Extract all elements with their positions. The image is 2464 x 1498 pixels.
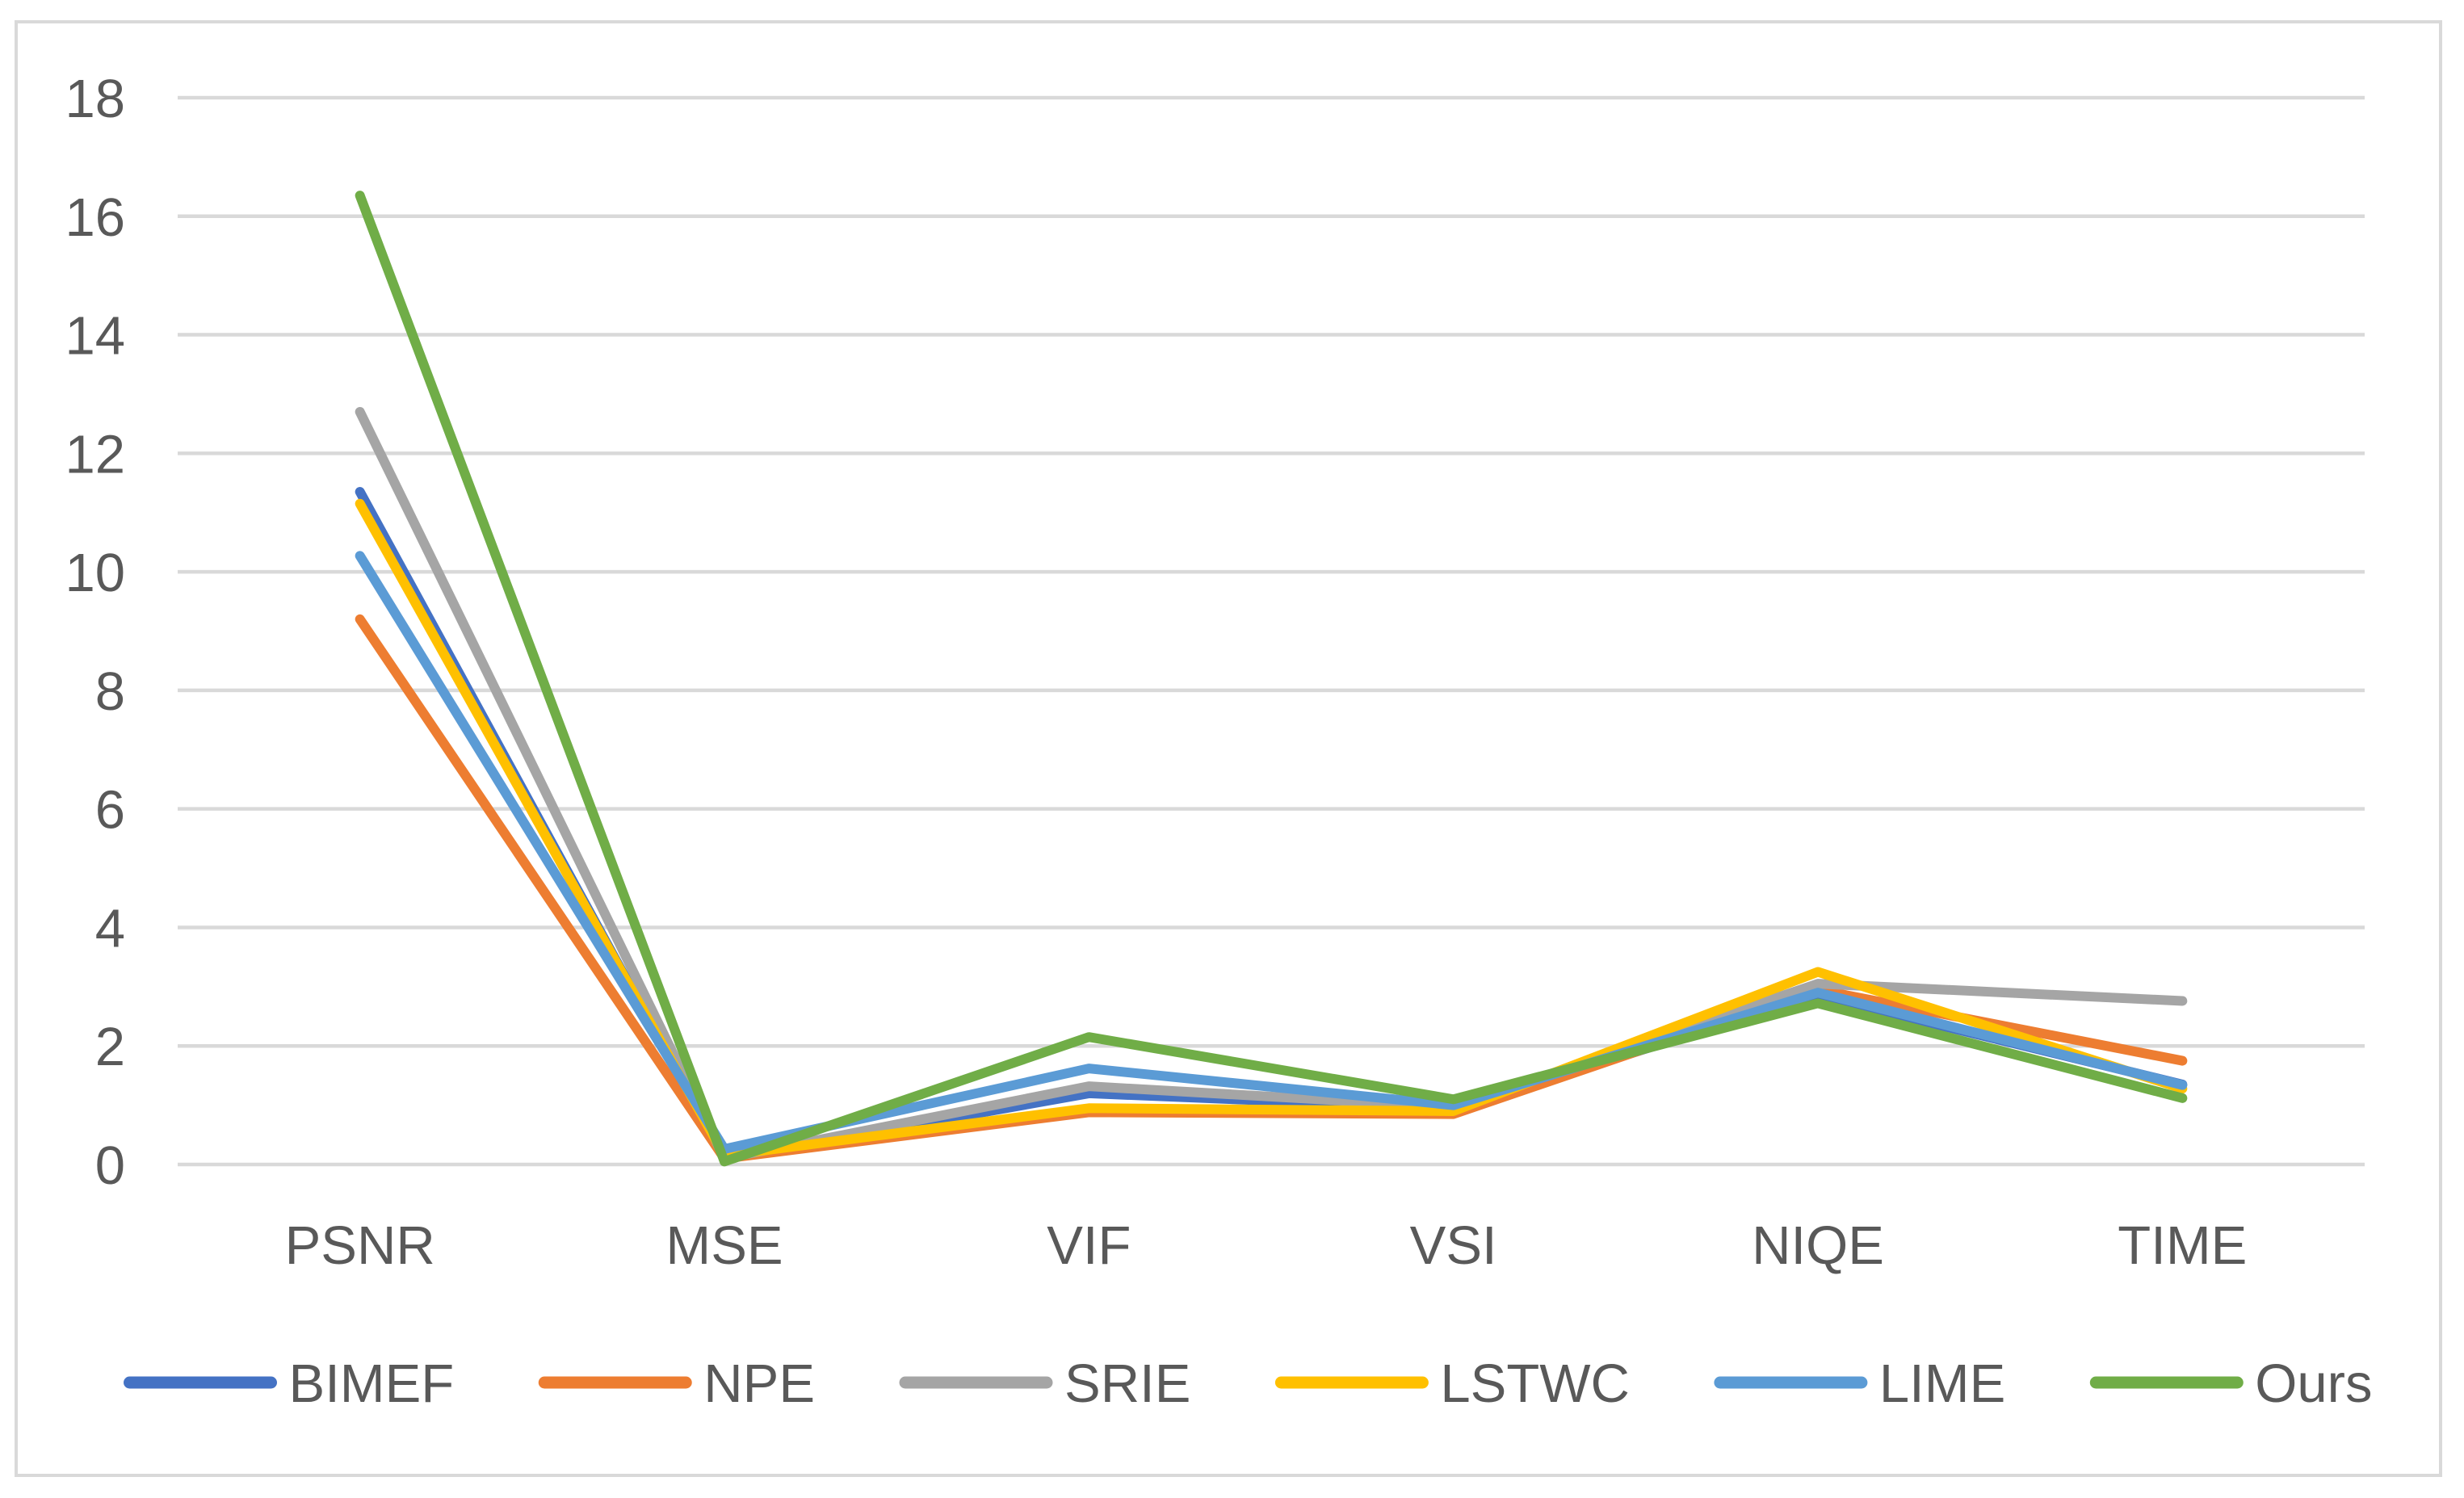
y-tick-label: 2 [95,1017,125,1077]
y-tick-label: 16 [65,187,125,248]
chart-border [15,20,2442,1477]
y-tick-label: 4 [95,898,125,959]
series-lines [355,191,2188,1167]
x-category-label: MSE [665,1215,783,1276]
series-line-lime [355,551,2188,1154]
legend-label-bimef: BIMEF [289,1353,455,1414]
series-line-ours [355,191,2188,1167]
series-line-npe [355,614,2188,1164]
y-tick-label: 18 [65,69,125,129]
y-tick-label: 10 [65,543,125,603]
legend-label-srie: SRIE [1064,1353,1190,1414]
legend-label-ours: Ours [2255,1353,2372,1414]
gridlines [178,95,2365,1167]
y-tick-label: 14 [65,306,125,367]
x-category-label: NIQE [1752,1215,1884,1276]
legend-item-lstwc: LSTWC [1274,1353,1630,1414]
series-line-lstwc [355,498,2188,1160]
y-tick-label: 6 [95,780,125,841]
legend-label-lime: LIME [1879,1353,2005,1414]
x-category-label: VIF [1047,1215,1131,1276]
x-category-label: TIME [2118,1215,2247,1276]
legend-item-srie: SRIE [899,1353,1190,1414]
y-tick-label: 8 [95,661,125,722]
legend-label-lstwc: LSTWC [1440,1353,1630,1414]
legend-item-bimef: BIMEF [124,1353,455,1414]
legend-label-npe: NPE [703,1353,815,1414]
x-category-label: PSNR [285,1215,435,1276]
legend-item-npe: NPE [538,1353,815,1414]
y-axis-labels: 0 2 4 6 8 10 12 14 16 18 [65,69,125,1196]
y-tick-label: 0 [95,1135,125,1196]
x-category-label: VSI [1410,1215,1497,1276]
y-tick-label: 12 [65,424,125,485]
x-axis-labels: PSNR MSE VIF VSI NIQE TIME [285,1215,2248,1276]
legend-item-ours: Ours [2089,1353,2372,1414]
series-line-bimef [355,487,2188,1164]
legend-item-lime: LIME [1714,1353,2005,1414]
legend: BIMEF NPE SRIE LSTWC LIME Ours [124,1353,2372,1414]
